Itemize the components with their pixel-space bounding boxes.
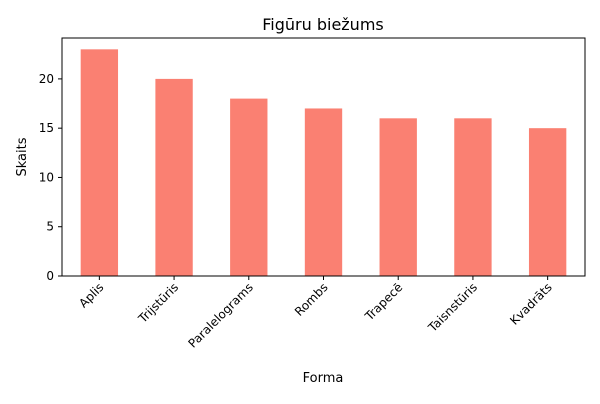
bar-1 — [155, 78, 193, 276]
bar-2 — [230, 98, 268, 276]
bar-4 — [379, 118, 417, 276]
y-axis-label: Skaits — [15, 137, 30, 176]
bar-5 — [454, 118, 492, 276]
y-tick-label: 0 — [46, 269, 54, 283]
bars-layer — [80, 49, 567, 277]
x-axis-label: Forma — [303, 371, 344, 386]
bar-0 — [80, 49, 119, 277]
y-tick-label: 15 — [39, 121, 54, 135]
y-tick-label: 10 — [39, 170, 54, 184]
chart-title: Figūru biežums — [262, 15, 384, 34]
plot-frame — [61, 37, 586, 277]
y-axis: 0 5 10 15 20 — [39, 72, 62, 283]
bar-6 — [528, 128, 567, 276]
y-tick-label: 20 — [39, 72, 54, 86]
y-tick-label: 5 — [46, 220, 54, 234]
bar-3 — [304, 108, 343, 276]
